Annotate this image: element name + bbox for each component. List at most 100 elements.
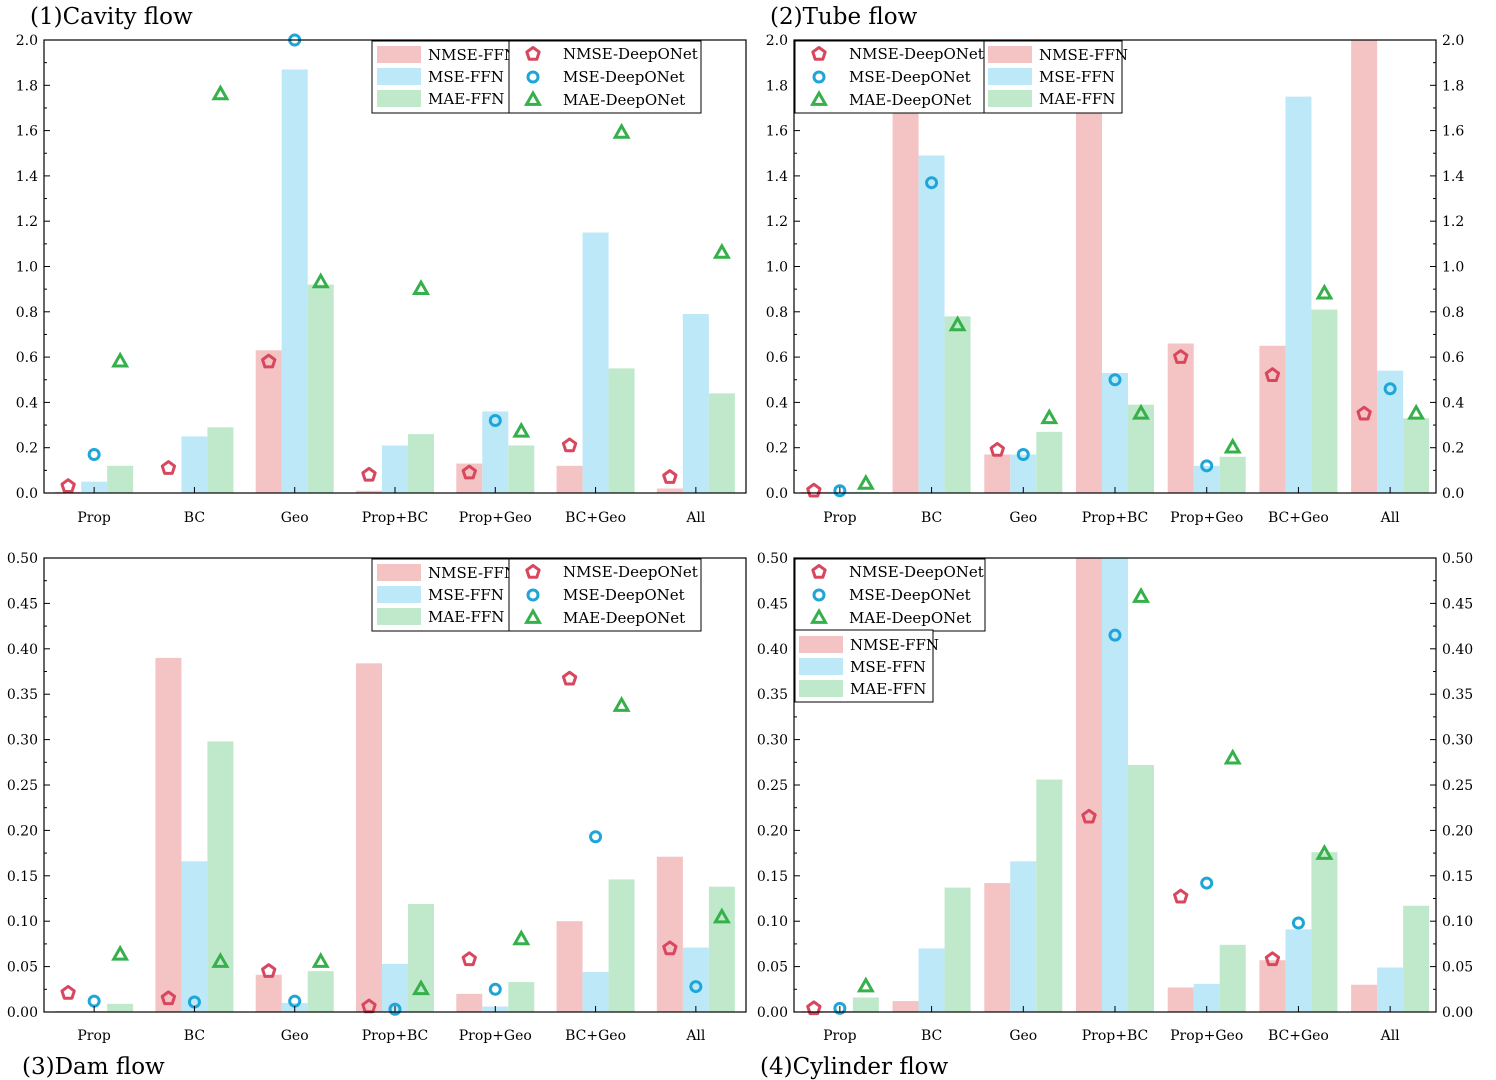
bar-mse-ffn-all [1377, 967, 1404, 1012]
y-tick-label-right: 0.20 [1442, 823, 1473, 839]
marker-mae-deeponet-bc-geo [612, 695, 631, 712]
bar-mse-ffn-all [682, 947, 709, 1012]
marker-nmse-deeponet-geo [261, 353, 277, 369]
legend-swatch [377, 46, 421, 63]
plot-area [800, 558, 1430, 1012]
y-tick-label-right: 1.8 [1442, 78, 1464, 94]
legend-box [508, 558, 702, 632]
marker-nmse-deeponet-prop-geo [1173, 349, 1189, 364]
legend-marker [525, 46, 541, 61]
y-tick-label: 0.35 [7, 687, 38, 703]
bar-mae-ffn-prop [107, 1003, 134, 1012]
legend-marker [526, 70, 540, 84]
marker-mse-deeponet-prop [833, 1001, 847, 1015]
y-tick-label-right: 0.25 [1442, 778, 1473, 794]
y-tick-label-right: 0.35 [1442, 687, 1473, 703]
y-tick-label: 0.50 [7, 551, 38, 567]
legend-label: MAE-FFN [1039, 90, 1115, 108]
marker-mse-deeponet-prop-bc [388, 1002, 402, 1016]
bar-mse-ffn-all [682, 314, 709, 493]
bar-mae-ffn-prop-geo [508, 982, 535, 1012]
marker-mse-deeponet-prop-geo [1200, 876, 1214, 890]
x-tick-label: Prop [823, 1028, 857, 1044]
legend-label: MAE-DeepONet [563, 609, 685, 627]
marker-mse-deeponet-prop-geo [488, 414, 502, 428]
marker-mae-deeponet-prop-geo [1223, 437, 1242, 454]
y-tick-label: 0.8 [766, 305, 788, 321]
legend-swatch [377, 68, 421, 85]
x-tick-label: Prop+BC [362, 510, 429, 526]
x-tick-label: All [1380, 510, 1401, 526]
panel-p1: 0.0 0.2 0.4 0.6 0.8 1.0 1.2 1.4 1.6 1.8 2.0 Prop BC G… [16, 4, 747, 526]
y-tick-label: 1.0 [16, 260, 38, 276]
marker-mae-deeponet-prop [111, 351, 130, 368]
marker-mae-deeponet-prop [856, 976, 875, 993]
bar-mse-ffn-all [1377, 370, 1404, 493]
y-tick-label: 0.25 [757, 778, 788, 794]
bar-mae-ffn-prop-bc [408, 903, 434, 1012]
legend-label: MSE-FFN [850, 658, 926, 676]
bar-mse-ffn-prop-bc [1102, 558, 1128, 1012]
x-tick-label: Prop+BC [362, 1028, 429, 1044]
marker-mae-deeponet-prop-bc [1131, 403, 1151, 420]
legend: NMSE-DeepONet MSE-DeepONet MAE-DeepONet NMS… [794, 558, 986, 703]
panel-p4: 0.00 0.00 0.05 0.05 0.10 0.10 0.15 0.15 0.20 0.20… [757, 551, 1473, 1080]
x-tick-label: Prop+Geo [459, 1028, 532, 1044]
bar-mae-ffn-bc-geo [608, 368, 635, 493]
marker-mae-deeponet-prop [856, 473, 875, 490]
legend-swatch [799, 680, 843, 697]
bar-mae-ffn-prop-geo [1219, 944, 1246, 1012]
marker-nmse-deeponet-prop-geo [461, 464, 477, 480]
legend-marker [809, 89, 829, 106]
panel-title: (3)Dam flow [22, 1054, 165, 1080]
bar-nmse-ffn-geo [984, 454, 1011, 493]
legend-swatch [799, 658, 843, 675]
y-tick-label: 1.6 [16, 124, 38, 140]
marker-mae-deeponet-all [712, 907, 731, 924]
bar-nmse-ffn-prop-geo [1167, 343, 1194, 493]
legend-swatch [377, 586, 421, 603]
panel-title: (4)Cylinder flow [760, 1054, 949, 1080]
bar-mse-ffn-prop-geo [482, 411, 509, 493]
marker-mae-deeponet-prop-geo [512, 929, 531, 946]
marker-mae-deeponet-bc [948, 315, 967, 332]
bar-mae-ffn-prop [107, 465, 134, 493]
bar-nmse-ffn-bc-geo [1259, 960, 1286, 1012]
legend-label: MSE-DeepONet [563, 68, 685, 86]
legend-marker [525, 564, 541, 579]
bar-mae-ffn-prop-bc [408, 434, 434, 493]
legend-marker [812, 588, 826, 602]
marker-mse-deeponet-bc [925, 176, 939, 190]
bar-nmse-ffn-all [656, 856, 683, 1012]
bar-nmse-ffn-geo [255, 974, 282, 1012]
legend-label: MAE-FFN [428, 608, 504, 626]
bar-mse-ffn-bc [181, 861, 208, 1012]
y-tick-label: 1.6 [766, 124, 788, 140]
x-tick-label: BC+Geo [565, 510, 626, 526]
legend-label: NMSE-DeepONet [849, 563, 984, 581]
legend-box [794, 558, 986, 632]
y-tick-label: 0.15 [7, 869, 38, 885]
y-tick-label: 0.40 [7, 642, 38, 658]
y-tick-label-right: 0.15 [1442, 869, 1473, 885]
bar-mse-ffn-bc-geo [582, 232, 609, 493]
bar-mse-ffn-bc-geo [1285, 96, 1312, 493]
marker-mse-deeponet-prop-geo [488, 982, 502, 996]
legend-marker [811, 564, 827, 579]
marker-nmse-deeponet-prop-bc [1081, 808, 1097, 824]
marker-nmse-deeponet-prop-bc [361, 466, 377, 482]
legend-label: NMSE-DeepONet [849, 45, 984, 63]
marker-mae-deeponet-bc [211, 84, 230, 101]
legend-label: MSE-FFN [428, 586, 504, 604]
marker-mae-deeponet-prop-bc [411, 979, 431, 996]
legend: NMSE-DeepONet MSE-DeepONet MAE-DeepONet NMS… [794, 40, 1128, 114]
y-tick-label: 0.8 [16, 305, 38, 321]
legend-label: NMSE-FFN [428, 46, 517, 64]
y-tick-label: 0.45 [757, 596, 788, 612]
y-tick-label: 0.0 [16, 486, 38, 502]
marker-mae-deeponet-bc-geo [1315, 843, 1334, 860]
bar-mae-ffn-geo [1036, 431, 1063, 493]
x-tick-label: BC [921, 510, 942, 526]
y-tick-label: 1.0 [766, 260, 788, 276]
y-tick-label-right: 0.4 [1442, 395, 1464, 411]
